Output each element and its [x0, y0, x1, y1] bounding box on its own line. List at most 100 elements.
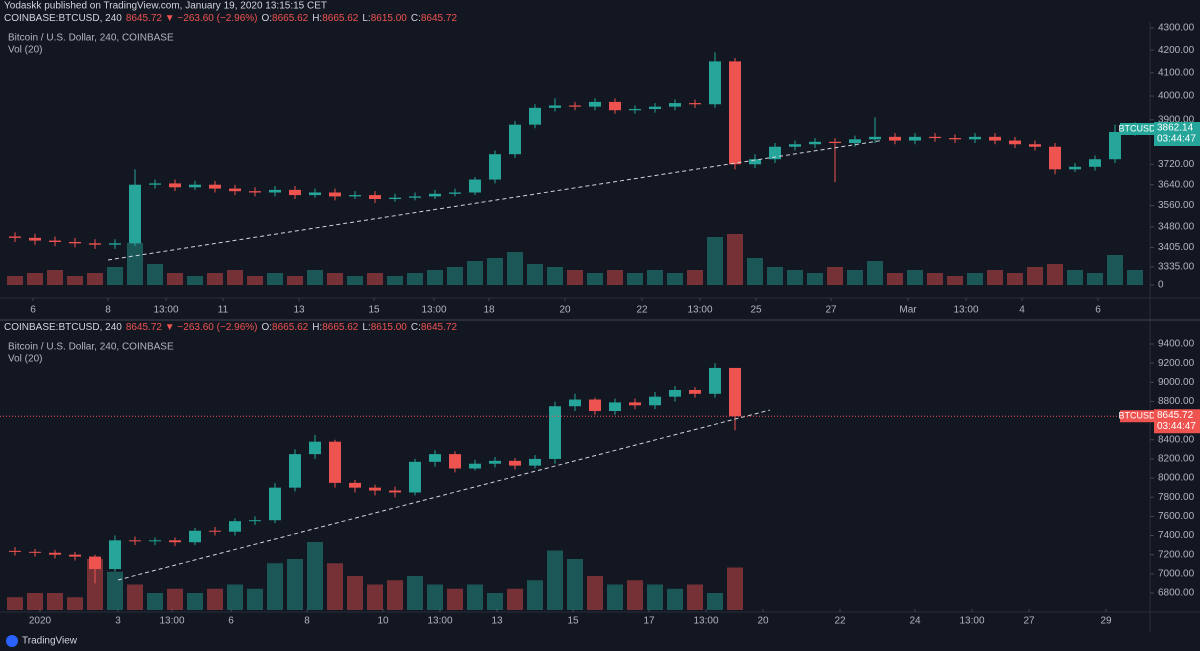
candle-body [629, 109, 641, 111]
volume-bar [1107, 255, 1123, 285]
candle-body [949, 138, 961, 140]
volume-bar [107, 267, 123, 285]
y-tick-label: 3405.00 [1158, 242, 1195, 253]
volume-bar [487, 258, 503, 285]
candle-body [369, 487, 381, 491]
volume-bar [1027, 267, 1043, 285]
volume-bar [607, 584, 623, 610]
volume-bar [247, 276, 263, 285]
candle-body [29, 237, 41, 241]
y-tick-label: 4100.00 [1158, 67, 1195, 78]
candle-body [889, 136, 901, 141]
candle-body [689, 103, 701, 105]
candle-body [269, 189, 281, 193]
volume-bar [267, 273, 283, 285]
candle-body [589, 101, 601, 107]
x-tick-label: 11 [218, 305, 229, 316]
volume-bar [567, 559, 583, 610]
volume-bar [7, 597, 23, 610]
volume-bar [387, 276, 403, 285]
badge-price-bg [1154, 121, 1200, 146]
candle-body [169, 183, 181, 188]
candle-body [609, 402, 621, 412]
candle-body [629, 402, 641, 406]
volume-bar [987, 270, 1003, 285]
volume-bar [627, 580, 643, 610]
candle-body [449, 454, 461, 469]
volume-bar [407, 576, 423, 610]
volume-bar [667, 273, 683, 285]
volume-bar [167, 588, 183, 610]
candle-body [289, 189, 301, 196]
candle-body [89, 243, 101, 245]
logo: TradingView [6, 635, 78, 647]
volume-label: Vol (20) [8, 45, 42, 56]
y-tick-label: 3560.00 [1158, 200, 1195, 211]
legend-ohlc-label: L: [362, 322, 370, 333]
volume-bar [747, 258, 763, 285]
x-tick-label: 13:00 [953, 305, 978, 316]
volume-bar [547, 550, 563, 610]
legend: COINBASE:BTCUSD, 240 8645.72 ▼ −263.60 (−… [4, 13, 457, 24]
x-tick-label: 27 [825, 305, 837, 316]
candle-body [789, 144, 801, 147]
candle-body [1069, 166, 1081, 170]
x-tick-label: 6 [228, 616, 234, 627]
volume-bar [287, 276, 303, 285]
candle-body [309, 192, 321, 196]
legend-change: 8645.72 ▼ −263.60 (−2.96%) [126, 13, 258, 24]
badge-price: 3862.14 [1157, 123, 1194, 134]
legend: COINBASE:BTCUSD, 240 8645.72 ▼ −263.60 (−… [4, 322, 457, 333]
legend-ohlc-value: 8665.62 [272, 13, 309, 24]
volume-bar [1087, 273, 1103, 285]
volume-bar [687, 584, 703, 610]
candle-body [1029, 144, 1041, 147]
y-tick-label: 7200.00 [1158, 549, 1195, 560]
badge-price-bg [1154, 409, 1200, 434]
legend-ohlc-label: O: [261, 13, 272, 24]
candle-body [749, 159, 761, 165]
candle-body [389, 490, 401, 493]
candle-body [1089, 159, 1101, 167]
candle-body [589, 399, 601, 412]
badge-symbol-bg [1120, 410, 1154, 423]
volume-bar [947, 276, 963, 285]
volume-bar [647, 584, 663, 610]
volume-bar [967, 273, 983, 285]
candle-body [69, 554, 81, 557]
candle-body [109, 243, 121, 245]
candle-body [329, 441, 341, 483]
volume-bar [627, 273, 643, 285]
x-tick-label: 10 [377, 616, 389, 627]
badge-symbol-bg [1120, 122, 1154, 135]
candle-body [469, 463, 481, 469]
volume-bar [887, 273, 903, 285]
candle-body [389, 197, 401, 200]
volume-bar [607, 270, 623, 285]
x-tick-label: 6 [1095, 305, 1101, 316]
x-tick-label: 13:00 [427, 616, 452, 627]
candle-body [769, 146, 781, 160]
candle-body [709, 61, 721, 105]
volume-bar [827, 267, 843, 285]
candle-body [49, 240, 61, 242]
candle-body [109, 540, 121, 570]
candle-body [9, 236, 21, 238]
volume-bar [567, 270, 583, 285]
candle-body [729, 61, 741, 165]
candle-body [1049, 146, 1061, 170]
volume-bar [327, 563, 343, 610]
candle-body [509, 460, 521, 466]
y-tick-label: 3720.00 [1158, 159, 1195, 170]
chart-title: Bitcoin / U.S. Dollar, 240, COINBASE [8, 342, 174, 353]
badge-price: 8645.72 [1157, 410, 1194, 421]
legend-ohlc-value: 8645.72 [421, 13, 458, 24]
x-tick-label: 13 [491, 616, 503, 627]
y-tick-label: 8800.00 [1158, 396, 1195, 407]
candle-body [189, 184, 201, 188]
candle-body [649, 396, 661, 406]
volume-bar [1127, 270, 1143, 285]
chart-title: Bitcoin / U.S. Dollar, 240, COINBASE [8, 33, 174, 44]
